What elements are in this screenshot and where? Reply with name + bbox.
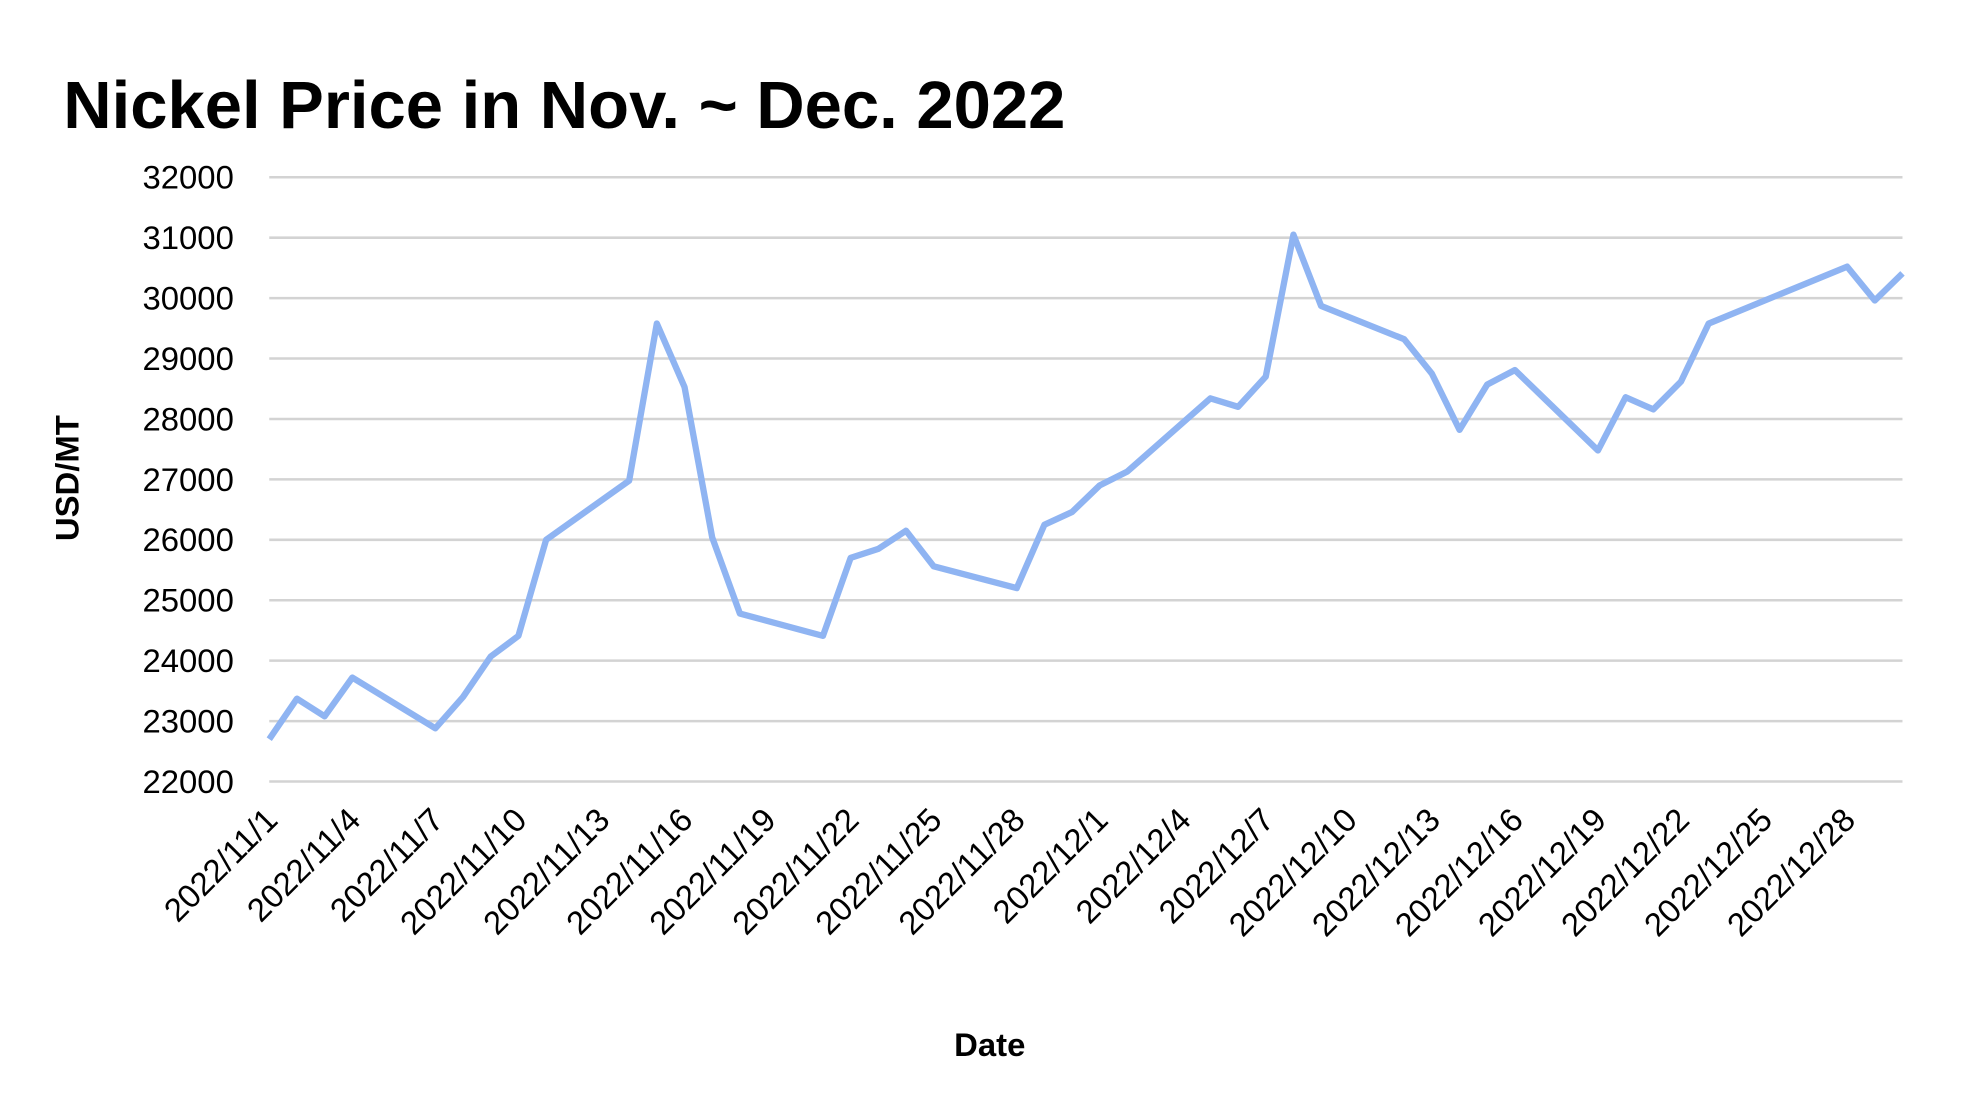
y-tick-label: 31000 [142,219,233,256]
y-tick-label: 25000 [142,582,233,619]
y-tick-label: 24000 [142,642,233,679]
y-tick-label: 28000 [142,400,233,437]
y-tick-label: 32000 [142,159,233,196]
chart-title: Nickel Price in Nov. ~ Dec. 2022 [63,68,1065,143]
series-line-group [266,231,1905,741]
y-tick-label: 23000 [142,702,233,739]
y-tick-label: 29000 [142,340,233,377]
y-axis-label: USD/MT [48,415,85,541]
y-axis-ticks: 22000 23000 24000 25000 26000 27000 28000 29000… [142,159,233,800]
x-axis-ticks: 2022/11/12022/11/42022/11/72022/11/10202… [157,801,1863,943]
y-tick-label: 30000 [142,279,233,316]
price-line [266,231,1905,741]
y-tick-label: 27000 [142,461,233,498]
y-tick-label: 26000 [142,521,233,558]
gridlines [269,176,1903,783]
x-axis-label: Date [954,1026,1025,1063]
y-tick-label: 22000 [142,763,233,800]
